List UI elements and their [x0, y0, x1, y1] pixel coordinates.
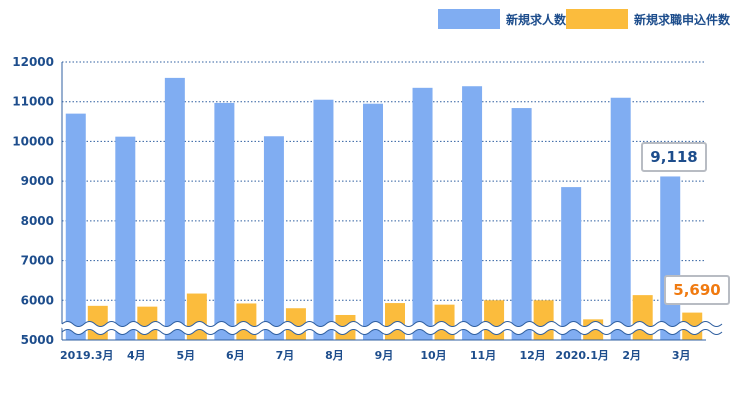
axis-break-band [59, 322, 725, 334]
y-tick-label: 5000 [21, 333, 54, 347]
bar-job-offers [363, 103, 383, 340]
bar-job-offers [511, 108, 532, 340]
y-tick-label: 7000 [21, 254, 54, 268]
legend-label-new-job-offers: 新規求人数 [506, 12, 567, 27]
bar-job-offers [164, 77, 185, 340]
y-tick-label: 8000 [21, 214, 54, 228]
axis-break-line-upper [61, 321, 723, 327]
x-tick-label: 2月 [622, 349, 641, 362]
bar-job-offers [561, 187, 582, 340]
bar-job-offers [115, 136, 136, 340]
legend-item-new-job-applications: 新規求職申込件数 [566, 8, 730, 30]
axis-break-line-lower [61, 329, 723, 335]
bar-job-offers [263, 136, 284, 340]
x-tick-label: 11月 [470, 349, 496, 362]
callout-job-offers-latest: 9,118 [641, 142, 707, 172]
x-tick-label: 6月 [226, 349, 245, 362]
x-tick-label: 2020.1月 [555, 349, 608, 362]
legend-swatch-new-job-offers [438, 9, 500, 29]
x-tick-label: 4月 [127, 349, 146, 362]
legend-label-new-job-applications: 新規求職申込件数 [634, 12, 731, 27]
x-tick-label: 9月 [375, 349, 394, 362]
callout-applications-latest: 5,690 [664, 275, 730, 305]
y-tick-label: 6000 [21, 293, 54, 307]
y-tick-label: 11000 [12, 95, 54, 109]
x-tick-label: 7月 [276, 349, 295, 362]
bar-job-offers [65, 113, 86, 340]
bar-job-offers [462, 86, 483, 341]
bar-job-offers [214, 102, 235, 340]
x-tick-label: 8月 [325, 349, 344, 362]
bar-job-offers [660, 176, 681, 340]
x-tick-label: 10月 [420, 349, 446, 362]
legend-swatch-new-job-applications [566, 9, 628, 29]
y-tick-label: 9000 [21, 174, 54, 188]
x-tick-label: 12月 [519, 349, 545, 362]
bar-job-offers [412, 87, 433, 340]
x-tick-label: 5月 [177, 349, 196, 362]
bar-job-offers [313, 99, 334, 340]
x-tick-label: 2019.3月 [60, 349, 113, 362]
y-tick-label: 12000 [12, 55, 54, 69]
y-tick-label: 10000 [12, 134, 54, 148]
x-tick-label: 3月 [672, 349, 691, 362]
bar-job-offers [610, 97, 631, 340]
legend-item-new-job-offers: 新規求人数 [438, 8, 566, 30]
